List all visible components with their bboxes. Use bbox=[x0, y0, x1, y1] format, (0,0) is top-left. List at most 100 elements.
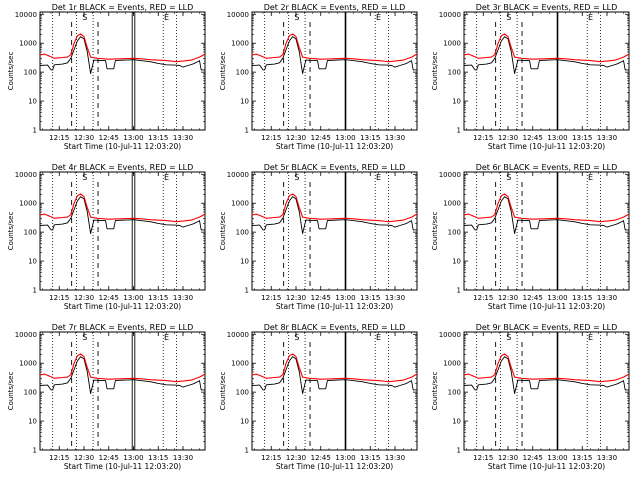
x-tick-label: 13:00 bbox=[335, 294, 355, 302]
x-tick-label: 12:45 bbox=[311, 294, 331, 302]
y-tick-label: 100 bbox=[24, 389, 37, 397]
series-line-lld bbox=[39, 193, 206, 223]
y-tick-label: 100 bbox=[236, 69, 249, 77]
x-tick-label: 12:15 bbox=[49, 294, 69, 302]
y-tick-label: 10000 bbox=[227, 11, 249, 19]
x-tick-label: 12:15 bbox=[261, 454, 281, 462]
series-line-events bbox=[251, 356, 417, 394]
y-tick-label: 1000 bbox=[231, 360, 249, 368]
end-marker-label: E bbox=[588, 333, 593, 342]
series-line-events bbox=[39, 36, 205, 74]
x-tick-label: 13:00 bbox=[123, 294, 143, 302]
chart-panel-6: Det 6r BLACK = Events, RED = LLD 1 10 100 10… bbox=[431, 163, 630, 311]
x-tick-label: 12:45 bbox=[311, 134, 331, 142]
chart-panel-9: Det 9r BLACK = Events, RED = LLD 1 10 100 10… bbox=[431, 323, 630, 471]
x-tick-label: 13:30 bbox=[597, 454, 617, 462]
x-tick-label: 13:30 bbox=[385, 134, 405, 142]
end-marker-label: E bbox=[164, 333, 169, 342]
x-tick-label: 13:30 bbox=[597, 294, 617, 302]
plot-frame bbox=[39, 331, 206, 451]
panel-title: Det 8r BLACK = Events, RED = LLD bbox=[264, 323, 406, 332]
plot-frame bbox=[251, 11, 418, 131]
y-tick-label: 1000 bbox=[231, 200, 249, 208]
plot-frame bbox=[39, 11, 206, 131]
series-line-events bbox=[251, 36, 417, 74]
x-tick-label: 12:45 bbox=[99, 454, 119, 462]
y-tick-label: 10 bbox=[452, 418, 461, 426]
chart-panel-2: Det 2r BLACK = Events, RED = LLD 1 10 100 10… bbox=[219, 3, 418, 151]
y-tick-label: 10 bbox=[240, 258, 249, 266]
y-tick-label: 1 bbox=[245, 447, 249, 455]
x-tick-label: 12:30 bbox=[498, 134, 518, 142]
x-tick-label: 13:30 bbox=[173, 454, 193, 462]
plot-frame bbox=[39, 171, 206, 291]
y-tick-label: 1 bbox=[33, 447, 37, 455]
y-tick-label: 10 bbox=[452, 258, 461, 266]
y-tick-label: 1 bbox=[33, 127, 37, 135]
y-axis-label: Counts/sec bbox=[7, 212, 15, 251]
start-marker-label: S bbox=[82, 13, 87, 22]
x-tick-label: 12:15 bbox=[473, 454, 493, 462]
y-tick-label: 10000 bbox=[15, 11, 37, 19]
y-tick-label: 10 bbox=[240, 418, 249, 426]
y-tick-label: 10 bbox=[28, 418, 37, 426]
plot-frame bbox=[251, 331, 418, 451]
x-tick-label: 12:30 bbox=[286, 294, 306, 302]
x-tick-label: 13:30 bbox=[173, 294, 193, 302]
y-tick-label: 10000 bbox=[227, 171, 249, 179]
x-tick-label: 12:45 bbox=[99, 294, 119, 302]
start-marker-label: S bbox=[506, 13, 511, 22]
x-axis-label: Start Time (10-Jul-11 12:03:20) bbox=[276, 142, 393, 151]
panel-title: Det 2r BLACK = Events, RED = LLD bbox=[264, 3, 406, 12]
x-tick-label: 13:15 bbox=[148, 294, 168, 302]
y-tick-label: 100 bbox=[448, 389, 461, 397]
x-tick-label: 13:30 bbox=[385, 294, 405, 302]
y-tick-label: 100 bbox=[236, 389, 249, 397]
plot-frame bbox=[251, 171, 418, 291]
y-tick-label: 1000 bbox=[231, 40, 249, 48]
start-marker-label: S bbox=[294, 173, 299, 182]
panel-title: Det 1r BLACK = Events, RED = LLD bbox=[52, 3, 194, 12]
y-axis-label: Counts/sec bbox=[7, 52, 15, 91]
panel-title: Det 4r BLACK = Events, RED = LLD bbox=[52, 163, 194, 172]
panel-title: Det 9r BLACK = Events, RED = LLD bbox=[476, 323, 618, 332]
series-line-lld bbox=[463, 193, 630, 223]
x-tick-label: 13:00 bbox=[335, 134, 355, 142]
x-tick-label: 12:45 bbox=[523, 294, 543, 302]
y-axis-label: Counts/sec bbox=[219, 52, 227, 91]
start-marker-label: S bbox=[506, 333, 511, 342]
x-axis-label: Start Time (10-Jul-11 12:03:20) bbox=[64, 462, 181, 471]
y-tick-label: 1 bbox=[457, 287, 461, 295]
x-axis-label: Start Time (10-Jul-11 12:03:20) bbox=[64, 142, 181, 151]
y-tick-label: 1000 bbox=[443, 360, 461, 368]
series-line-lld bbox=[39, 353, 206, 383]
y-tick-label: 100 bbox=[24, 229, 37, 237]
x-tick-label: 13:15 bbox=[572, 454, 592, 462]
y-tick-label: 10000 bbox=[439, 331, 461, 339]
end-marker-label: E bbox=[164, 13, 169, 22]
plot-frame bbox=[463, 11, 630, 131]
y-tick-label: 100 bbox=[448, 229, 461, 237]
end-marker-label: E bbox=[376, 333, 381, 342]
plot-frame bbox=[463, 331, 630, 451]
series-line-events bbox=[463, 196, 629, 234]
chart-panel-8: Det 8r BLACK = Events, RED = LLD 1 10 100 10… bbox=[219, 323, 418, 471]
y-tick-label: 100 bbox=[448, 69, 461, 77]
end-marker-label: E bbox=[164, 173, 169, 182]
y-tick-label: 10 bbox=[240, 98, 249, 106]
y-tick-label: 1000 bbox=[19, 360, 37, 368]
chart-panel-7: Det 7r BLACK = Events, RED = LLD 1 10 100 10… bbox=[7, 323, 206, 471]
series-line-lld bbox=[39, 33, 206, 63]
plot-frame bbox=[463, 171, 630, 291]
y-axis-label: Counts/sec bbox=[431, 212, 439, 251]
x-tick-label: 12:15 bbox=[49, 454, 69, 462]
end-marker-label: E bbox=[376, 173, 381, 182]
y-tick-label: 100 bbox=[24, 69, 37, 77]
y-tick-label: 1000 bbox=[19, 40, 37, 48]
chart-panel-1: Det 1r BLACK = Events, RED = LLD 1 10 100 10… bbox=[7, 3, 206, 151]
x-tick-label: 13:00 bbox=[123, 454, 143, 462]
x-tick-label: 12:15 bbox=[49, 134, 69, 142]
end-marker-label: E bbox=[588, 173, 593, 182]
y-tick-label: 100 bbox=[236, 229, 249, 237]
series-line-lld bbox=[463, 33, 630, 63]
